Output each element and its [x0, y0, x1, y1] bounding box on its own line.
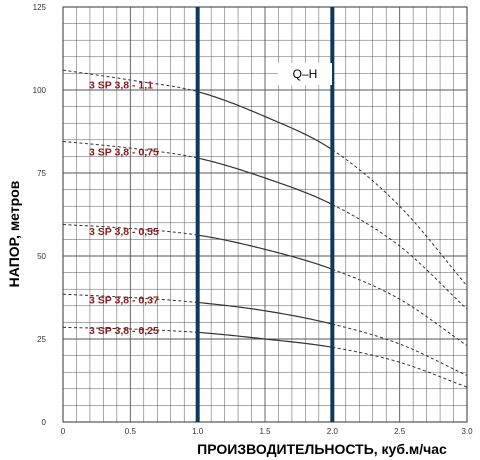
series-label: 3 SP 3,8 - 0,25	[89, 325, 159, 337]
curve-solid-segment	[197, 301, 333, 325]
x-tick-label: 2.5	[394, 427, 406, 436]
x-tick-label: 3.0	[461, 427, 473, 436]
x-tick-label: 0	[61, 427, 66, 436]
x-axis-label: ПРОИЗВОДИТЕЛЬНОСТЬ, куб.м/час	[197, 441, 447, 457]
x-tick-label: 0.5	[125, 427, 137, 436]
series-label: 3 SP 3,8 - 0,55	[89, 226, 159, 238]
curve-solid-segment	[197, 331, 333, 348]
series-label: 3 SP 3,8 - 1,1	[89, 79, 153, 91]
curve-dashed-segment	[332, 149, 468, 287]
y-tick-label: 100	[33, 86, 47, 95]
axis-ticks: 0 0.5 1.0 1.5 2.0 2.5 3.0 0 25 50 75 100 125	[33, 3, 473, 436]
y-tick-label: 75	[37, 169, 46, 178]
y-tick-label: 25	[37, 335, 46, 344]
y-tick-label: 0	[42, 418, 47, 427]
grid	[62, 6, 468, 423]
y-tick-label: 50	[37, 252, 46, 261]
working-range-lines	[195, 7, 335, 422]
y-axis-label: НАПОР, метров	[6, 180, 22, 287]
curve-dashed-segment	[332, 204, 468, 310]
curve-labels: 3 SP 3,8 - 1,1 3 SP 3,8 - 0,75 3 SP 3,8 - …	[89, 79, 159, 337]
curve-solid-segment	[197, 234, 333, 270]
curve-solid-segment	[197, 157, 333, 206]
curve-dashed-segment	[62, 293, 198, 303]
qh-annotation: Q–H	[293, 67, 318, 81]
plot-frame	[62, 6, 468, 423]
qh-box	[278, 63, 332, 85]
curve-dashed-segment	[332, 268, 468, 347]
x-tick-label: 1.0	[192, 427, 204, 436]
x-tick-label: 2.0	[327, 427, 339, 436]
x-tick-label: 1.5	[259, 427, 271, 436]
curve-dashed-segment	[332, 323, 468, 376]
curve-solid-segment	[197, 91, 333, 151]
performance-curves	[62, 69, 468, 388]
series-label: 3 SP 3,8 - 0,75	[89, 147, 159, 159]
curve-dashed-segment	[62, 140, 198, 159]
series-label: 3 SP 3,8 - 0,37	[89, 294, 159, 306]
y-tick-label: 125	[33, 3, 47, 12]
curve-dashed-segment	[62, 223, 198, 236]
curve-dashed-segment	[62, 326, 198, 333]
curve-dashed-segment	[332, 346, 468, 388]
curve-dashed-segment	[62, 69, 198, 93]
